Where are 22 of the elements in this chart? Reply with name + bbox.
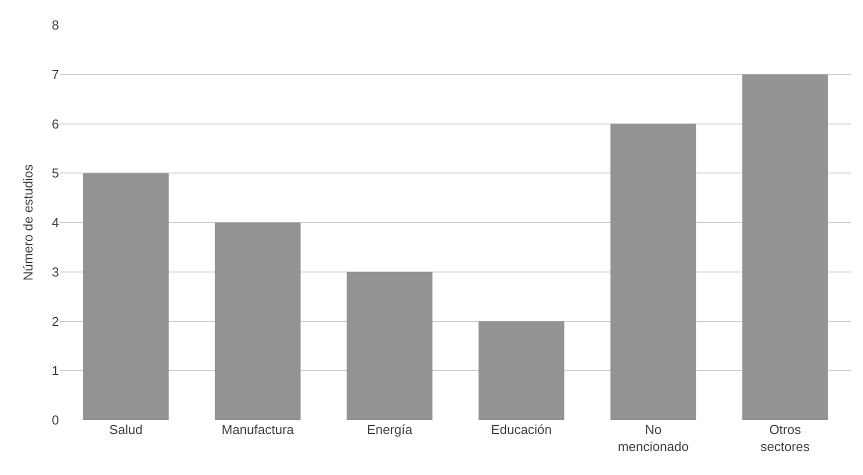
y-tick-label: 1	[52, 363, 59, 378]
bar	[346, 272, 432, 420]
x-tick-label: Salud	[109, 422, 143, 437]
y-tick-label: 8	[52, 18, 59, 33]
y-tick-label: 2	[52, 314, 59, 329]
x-tick-label: Energía	[366, 422, 414, 437]
y-tick-label: 3	[52, 264, 59, 280]
y-axis-title: Número de estudios	[20, 164, 36, 281]
x-tick-label: Manufactura	[222, 422, 295, 437]
y-tick-label: 7	[52, 66, 59, 82]
bar	[478, 321, 564, 420]
bar	[83, 173, 169, 420]
y-tick-label: 4	[52, 215, 59, 230]
y-tick-label: 5	[52, 166, 59, 181]
x-tick-label: Educación	[491, 422, 552, 437]
bar	[742, 74, 828, 420]
bar	[214, 222, 301, 420]
x-tick-label: Otros sectores	[760, 422, 810, 454]
bar	[610, 124, 696, 420]
y-tick-label: 0	[52, 412, 59, 428]
y-tick-label: 6	[52, 116, 59, 132]
x-tick-label: No mencionado	[618, 422, 689, 454]
